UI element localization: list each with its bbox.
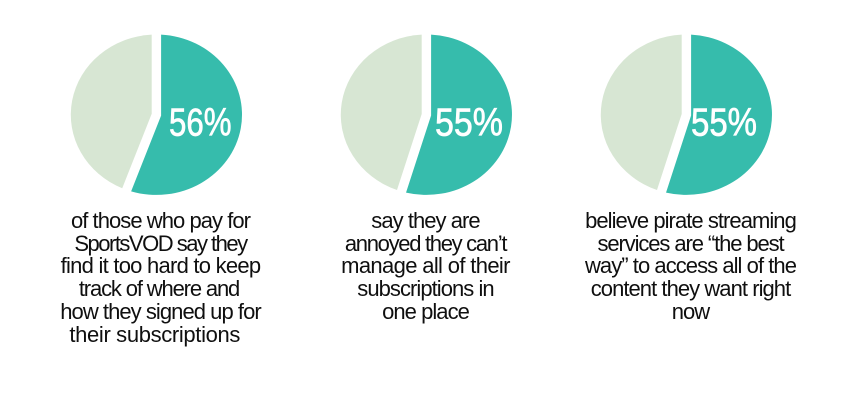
svg-text:56%: 56% <box>169 102 232 145</box>
svg-text:55%: 55% <box>435 102 503 145</box>
svg-text:55%: 55% <box>691 102 757 145</box>
